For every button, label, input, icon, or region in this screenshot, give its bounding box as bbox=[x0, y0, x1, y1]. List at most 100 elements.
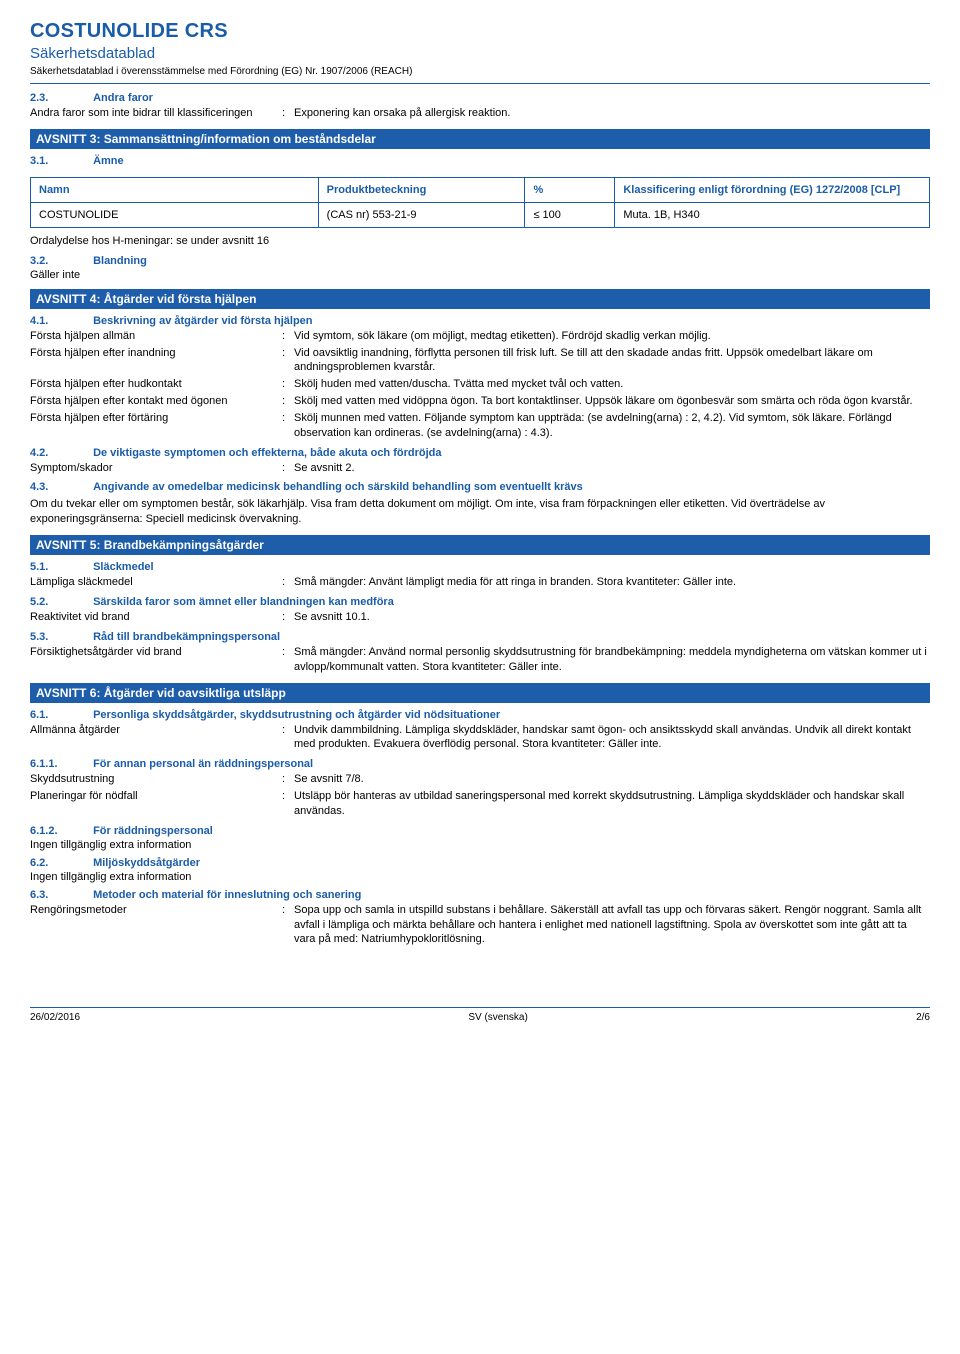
sec-title: Andra faror bbox=[93, 92, 153, 104]
page-footer: 26/02/2016 SV (svenska) 2/6 bbox=[30, 1007, 930, 1023]
kv-value: Sopa upp och samla in utspilld substans … bbox=[294, 903, 930, 948]
sec-number: 5.1. bbox=[30, 561, 90, 573]
kv-value: Utsläpp bör hanteras av utbildad sanerin… bbox=[294, 789, 930, 819]
section-6-3: 6.3. Metoder och material för inneslutni… bbox=[30, 889, 930, 901]
kv-row: Planeringar för nödfall:Utsläpp bör hant… bbox=[30, 789, 930, 819]
col-pct: % bbox=[525, 177, 615, 202]
footer-lang: SV (svenska) bbox=[468, 1012, 527, 1023]
section-4-2: 4.2. De viktigaste symptomen och effekte… bbox=[30, 447, 930, 459]
sec-title: För räddningspersonal bbox=[93, 825, 213, 837]
kv-value: Exponering kan orsaka på allergisk reakt… bbox=[294, 106, 930, 121]
section-4-3: 4.3. Angivande av omedelbar medicinsk be… bbox=[30, 481, 930, 493]
cell-name: COSTUNOLIDE bbox=[31, 202, 319, 227]
kv-row: Andra faror som inte bidrar till klassif… bbox=[30, 106, 930, 121]
section-bar-6: AVSNITT 6: Åtgärder vid oavsiktliga utsl… bbox=[30, 683, 930, 703]
sec-title: Personliga skyddsåtgärder, skyddsutrustn… bbox=[93, 709, 500, 721]
sec-title: Miljöskyddsåtgärder bbox=[93, 857, 200, 869]
kv-row: Symptom/skador : Se avsnitt 2. bbox=[30, 461, 930, 476]
kv-label: Försiktighetsåtgärder vid brand bbox=[30, 645, 282, 675]
section-4-1: 4.1. Beskrivning av åtgärder vid första … bbox=[30, 315, 930, 327]
sec-number: 4.2. bbox=[30, 447, 90, 459]
section-6-1-1: 6.1.1. För annan personal än räddningspe… bbox=[30, 758, 930, 770]
footer-page: 2/6 bbox=[916, 1012, 930, 1023]
section-6-1-2: 6.1.2. För räddningspersonal bbox=[30, 825, 930, 837]
kv-label: Symptom/skador bbox=[30, 461, 282, 476]
sec-number: 6.2. bbox=[30, 857, 90, 869]
section-3-2: 3.2. Blandning bbox=[30, 255, 930, 267]
sec-number: 4.3. bbox=[30, 481, 90, 493]
cell-ident: (CAS nr) 553-21-9 bbox=[318, 202, 525, 227]
section-3-1: 3.1. Ämne bbox=[30, 155, 930, 167]
kv-row: Försiktighetsåtgärder vid brand : Små mä… bbox=[30, 645, 930, 675]
sec-number: 6.1. bbox=[30, 709, 90, 721]
sec-title: Metoder och material för inneslutning oc… bbox=[93, 889, 361, 901]
page-subtitle: Säkerhetsdatablad bbox=[30, 45, 930, 62]
section-6-2: 6.2. Miljöskyddsåtgärder bbox=[30, 857, 930, 869]
kv-colon: : bbox=[282, 610, 294, 625]
kv-label: Skyddsutrustning bbox=[30, 772, 282, 787]
kv-row: Allmänna åtgärder : Undvik dammbildning.… bbox=[30, 723, 930, 753]
kv-colon: : bbox=[282, 723, 294, 753]
cell-class: Muta. 1B, H340 bbox=[615, 202, 930, 227]
kv-label: Rengöringsmetoder bbox=[30, 903, 282, 948]
kv-label: Andra faror som inte bidrar till klassif… bbox=[30, 106, 282, 121]
kv-colon: : bbox=[282, 461, 294, 476]
kv-value: Se avsnitt 2. bbox=[294, 461, 930, 476]
section-4-3-body: Om du tvekar eller om symptomen består, … bbox=[30, 497, 930, 527]
kv-row: Reaktivitet vid brand : Se avsnitt 10.1. bbox=[30, 610, 930, 625]
kv-colon: : bbox=[282, 346, 294, 376]
sec-number: 3.1. bbox=[30, 155, 90, 167]
kv-colon: : bbox=[282, 329, 294, 344]
kv-value: Små mängder: Använt lämpligt media för a… bbox=[294, 575, 930, 590]
section-5-3: 5.3. Råd till brandbekämpningspersonal bbox=[30, 631, 930, 643]
kv-value: Undvik dammbildning. Lämpliga skyddskläd… bbox=[294, 723, 930, 753]
sec-title: För annan personal än räddningspersonal bbox=[93, 758, 313, 770]
sec-number: 6.3. bbox=[30, 889, 90, 901]
sec-number: 6.1.1. bbox=[30, 758, 90, 770]
kv-label: Reaktivitet vid brand bbox=[30, 610, 282, 625]
col-ident: Produktbeteckning bbox=[318, 177, 525, 202]
kv-value: Vid symtom, sök läkare (om möjligt, medt… bbox=[294, 329, 930, 344]
col-name: Namn bbox=[31, 177, 319, 202]
kv-label: Första hjälpen allmän bbox=[30, 329, 282, 344]
kv-row: Första hjälpen allmän:Vid symtom, sök lä… bbox=[30, 329, 930, 344]
kv-value: Se avsnitt 7/8. bbox=[294, 772, 930, 787]
section-bar-5: AVSNITT 5: Brandbekämpningsåtgärder bbox=[30, 535, 930, 555]
section-5-2: 5.2. Särskilda faror som ämnet eller bla… bbox=[30, 596, 930, 608]
sec-title: Ämne bbox=[93, 155, 124, 167]
kv-colon: : bbox=[282, 394, 294, 409]
footer-date: 26/02/2016 bbox=[30, 1012, 80, 1023]
sec-title: Beskrivning av åtgärder vid första hjälp… bbox=[93, 315, 312, 327]
kv-value: Små mängder: Använd normal personlig sky… bbox=[294, 645, 930, 675]
kv-row: Första hjälpen efter hudkontakt:Skölj hu… bbox=[30, 377, 930, 392]
kv-colon: : bbox=[282, 789, 294, 819]
section-bar-3: AVSNITT 3: Sammansättning/information om… bbox=[30, 129, 930, 149]
kv-colon: : bbox=[282, 106, 294, 121]
kv-label: Första hjälpen efter kontakt med ögonen bbox=[30, 394, 282, 409]
kv-colon: : bbox=[282, 772, 294, 787]
kv-value: Skölj munnen med vatten. Följande sympto… bbox=[294, 411, 930, 441]
sec-title: Särskilda faror som ämnet eller blandnin… bbox=[93, 596, 394, 608]
kv-row: Skyddsutrustning:Se avsnitt 7/8. bbox=[30, 772, 930, 787]
sec-number: 5.2. bbox=[30, 596, 90, 608]
sec-number: 5.3. bbox=[30, 631, 90, 643]
sec-title: De viktigaste symptomen och effekterna, … bbox=[93, 447, 441, 459]
kv-label: Första hjälpen efter hudkontakt bbox=[30, 377, 282, 392]
sec-title: Angivande av omedelbar medicinsk behandl… bbox=[93, 481, 583, 493]
kv-colon: : bbox=[282, 575, 294, 590]
kv-value: Skölj huden med vatten/duscha. Tvätta me… bbox=[294, 377, 930, 392]
kv-row: Första hjälpen efter förtäring:Skölj mun… bbox=[30, 411, 930, 441]
no-extra-info: Ingen tillgänglig extra information bbox=[30, 839, 930, 851]
kv-row: Lämpliga släckmedel : Små mängder: Använ… bbox=[30, 575, 930, 590]
kv-label: Planeringar för nödfall bbox=[30, 789, 282, 819]
kv-value: Vid oavsiktlig inandning, förflytta pers… bbox=[294, 346, 930, 376]
sec-title: Släckmedel bbox=[93, 561, 154, 573]
table-row: COSTUNOLIDE (CAS nr) 553-21-9 ≤ 100 Muta… bbox=[31, 202, 930, 227]
kv-label: Allmänna åtgärder bbox=[30, 723, 282, 753]
no-extra-info: Ingen tillgänglig extra information bbox=[30, 871, 930, 883]
section-2-3: 2.3. Andra faror bbox=[30, 92, 930, 104]
kv-row: Första hjälpen efter inandning:Vid oavsi… bbox=[30, 346, 930, 376]
kv-value: Skölj med vatten med vidöppna ögon. Ta b… bbox=[294, 394, 930, 409]
sec-number: 3.2. bbox=[30, 255, 90, 267]
sec-title: Blandning bbox=[93, 255, 147, 267]
